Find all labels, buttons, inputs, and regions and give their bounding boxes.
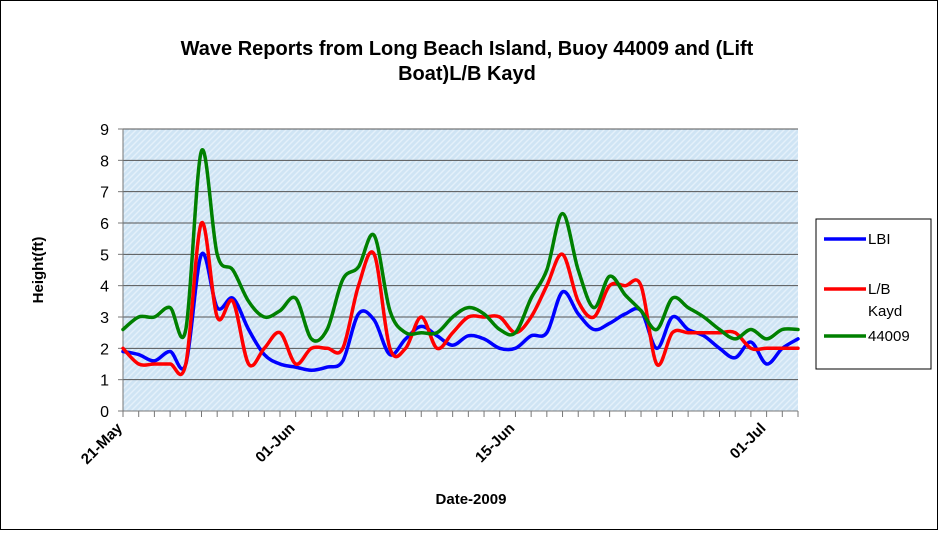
x-tick-label-1: 01-Jun: [252, 420, 298, 466]
legend: LBI L/B Kayd 44009: [815, 218, 932, 370]
y-axis-ticks: 0 1 2 3 4 5 6 7 8 9: [100, 122, 123, 421]
gridlines: [123, 128, 798, 381]
legend-label-0-0: LBI: [868, 231, 891, 248]
y-tick-label-1: 1: [100, 373, 109, 390]
legend-label-1-0: L/B: [868, 281, 891, 298]
series-line-0: [121, 251, 800, 373]
chart-title-line-1: Wave Reports from Long Beach Island, Buo…: [181, 38, 754, 60]
legend-box: [815, 218, 932, 370]
chart-title-line-2: Boat)L/B Kayd: [398, 63, 536, 85]
series-lines: [121, 148, 800, 377]
y-tick-label-2: 2: [100, 341, 109, 358]
y-tick-label-3: 3: [100, 310, 109, 327]
y-tick-label-0: 0: [100, 404, 109, 421]
y-tick-label-8: 8: [100, 153, 109, 170]
y-axis-label: Height(ft): [30, 237, 47, 304]
x-tick-label-0: 21-May: [78, 419, 126, 467]
x-axis-label: Date-2009: [436, 491, 507, 508]
series-line-1: [121, 221, 800, 377]
plot-area: [123, 129, 798, 411]
y-tick-label-6: 6: [100, 216, 109, 233]
y-tick-label-5: 5: [100, 247, 109, 264]
series-line-2: [121, 148, 800, 343]
y-tick-label-4: 4: [100, 279, 109, 296]
x-tick-label-3: 01-Jul: [727, 420, 770, 463]
y-tick-label-7: 7: [100, 185, 109, 202]
legend-label-1-1: Kayd: [868, 303, 902, 320]
x-tick-label-2: 15-Jun: [472, 420, 518, 466]
axes: [122, 129, 798, 412]
x-axis-ticks: 21-May 01-Jun 15-Jun 01-Jul: [78, 411, 799, 468]
y-tick-label-9: 9: [100, 122, 109, 139]
legend-label-2-0: 44009: [868, 328, 910, 345]
